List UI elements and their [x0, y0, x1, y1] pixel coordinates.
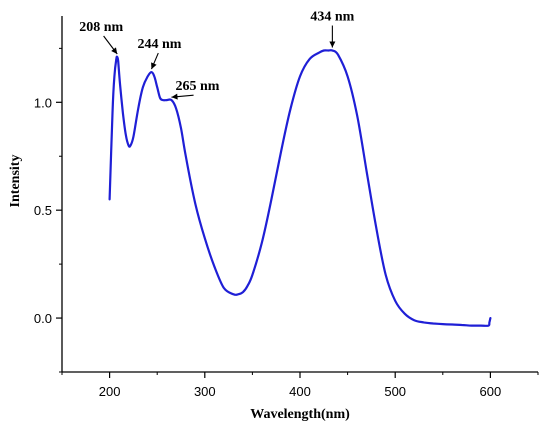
peak-arrow-head: [329, 41, 336, 48]
x-axis-ticks: 200 300 400 500 600: [61, 372, 539, 399]
peak-label: 244 nm: [138, 37, 182, 52]
peak-arrow-head: [171, 93, 178, 100]
peak-label: 208 nm: [79, 20, 123, 35]
peak-arrow-head: [111, 47, 118, 54]
x-axis-title: Wavelength(nm): [250, 407, 350, 422]
peak-label: 434 nm: [310, 10, 354, 25]
x-tick-label: 600: [480, 384, 502, 399]
peak-arrow-head: [151, 62, 157, 70]
x-tick-label: 500: [384, 384, 406, 399]
y-tick-label: 1.0: [34, 95, 52, 110]
x-tick-label: 400: [289, 384, 311, 399]
y-axis-ticks: 0.0 0.5 1.0: [34, 47, 62, 373]
peak-annotations: 208 nm 244 nm 265 nm 434 nm: [79, 10, 355, 100]
x-tick-label: 200: [99, 384, 121, 399]
y-tick-label: 0.0: [34, 311, 52, 326]
y-axis-title: Intensity: [8, 155, 23, 208]
peak-label: 265 nm: [176, 79, 220, 94]
y-tick-label: 0.5: [34, 203, 52, 218]
x-tick-label: 300: [194, 384, 216, 399]
series-line: [108, 49, 492, 327]
